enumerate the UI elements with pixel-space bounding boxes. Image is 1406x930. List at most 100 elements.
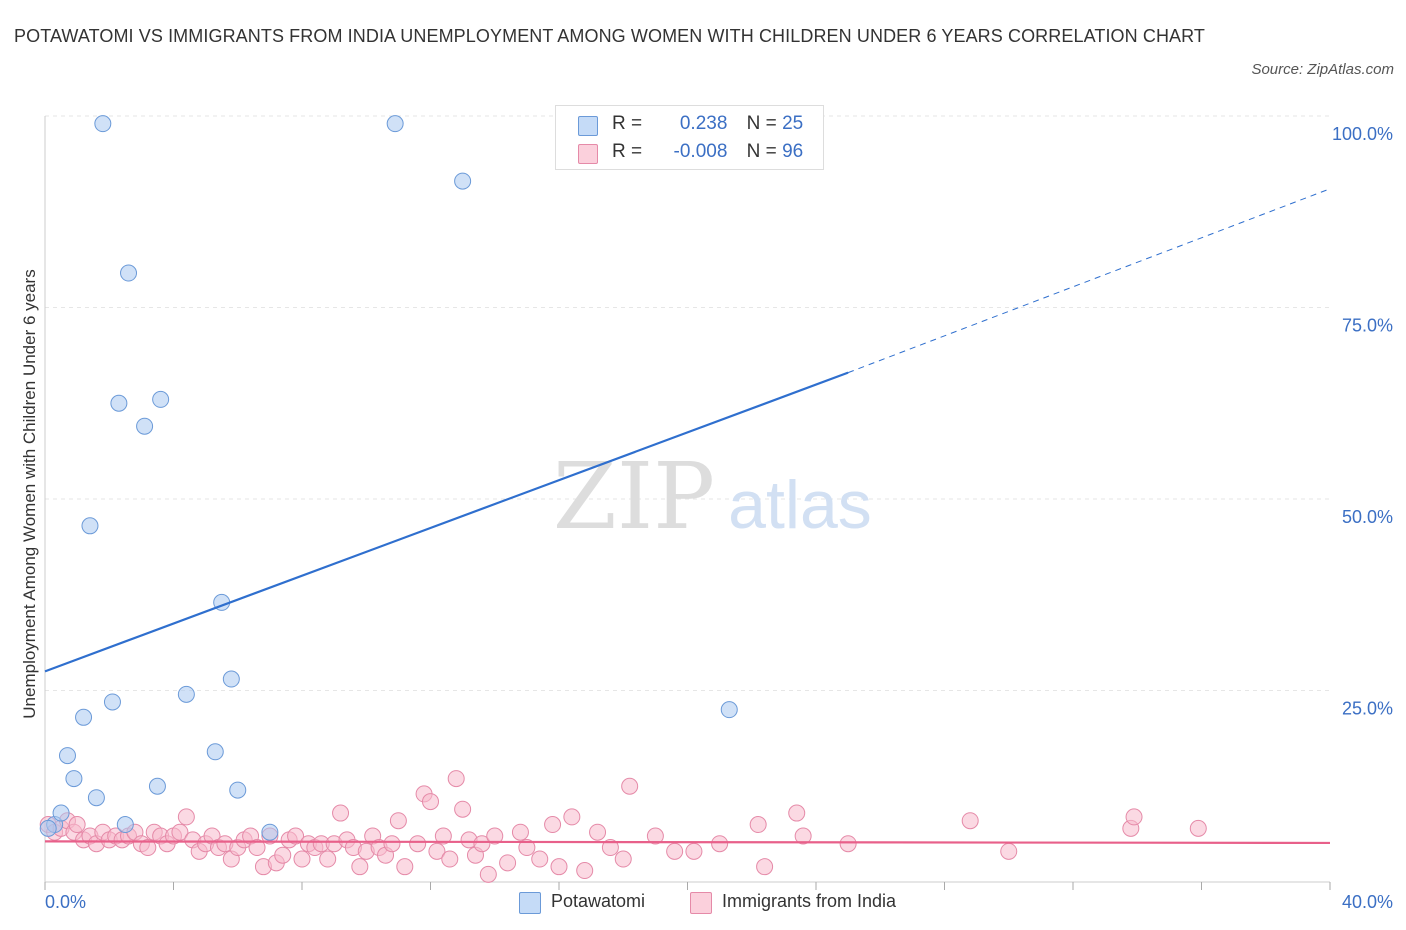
- legend-swatch-potawatomi: [578, 116, 598, 136]
- data-point: [756, 858, 774, 876]
- trend-line-extension: [847, 188, 1331, 374]
- data-point: [434, 827, 452, 845]
- legend-stats-potawatomi: R = 0.238 N = 25: [612, 113, 803, 135]
- data-point: [383, 835, 401, 853]
- data-point: [589, 823, 607, 841]
- data-point: [614, 850, 632, 868]
- data-point: [454, 800, 472, 818]
- data-point: [1000, 842, 1018, 860]
- data-point: [351, 858, 369, 876]
- n-value: 96: [782, 141, 804, 162]
- data-point: [39, 819, 57, 837]
- gridlines: [45, 115, 1330, 691]
- bottom-legend-label-potawatomi: Potawatomi: [551, 891, 646, 911]
- data-point: [261, 823, 279, 841]
- data-point: [711, 835, 729, 853]
- y-tick-label: 50.0%: [1342, 507, 1393, 527]
- data-point: [576, 862, 594, 880]
- data-point: [87, 789, 105, 807]
- data-point: [409, 835, 427, 853]
- r-value: -0.008: [673, 141, 728, 162]
- data-point: [287, 827, 305, 845]
- data-point: [550, 858, 568, 876]
- data-point: [274, 846, 292, 864]
- n-value: 25: [782, 113, 804, 134]
- data-point: [531, 850, 549, 868]
- data-point: [94, 115, 112, 133]
- bottom-legend-swatch-india: [690, 892, 712, 914]
- y-tick-label: 25.0%: [1342, 699, 1393, 719]
- data-point: [511, 823, 529, 841]
- data-point: [839, 835, 857, 853]
- source-label: Source: ZipAtlas.com: [1251, 61, 1394, 78]
- data-point: [749, 816, 767, 834]
- data-point: [177, 685, 195, 703]
- data-point: [110, 394, 128, 412]
- data-point: [65, 770, 83, 788]
- data-point: [136, 417, 154, 435]
- data-point: [563, 808, 581, 826]
- data-point: [293, 850, 311, 868]
- data-point: [396, 858, 414, 876]
- data-point: [389, 812, 407, 830]
- data-point: [720, 701, 738, 719]
- data-point: [139, 839, 157, 857]
- data-point: [222, 670, 240, 688]
- x-tick-label: 0.0%: [45, 892, 86, 912]
- data-point: [621, 777, 639, 795]
- data-point: [1189, 819, 1207, 837]
- data-point: [601, 839, 619, 857]
- chart-title: POTAWATOMI VS IMMIGRANTS FROM INDIA UNEM…: [14, 26, 1206, 46]
- data-point: [794, 827, 812, 845]
- data-point: [152, 390, 170, 408]
- data-point: [479, 865, 497, 883]
- tick-labels: 25.0% 50.0% 75.0% 100.0% 0.0% 40.0%: [45, 124, 1393, 912]
- data-point: [473, 835, 491, 853]
- data-point: [120, 264, 138, 282]
- trend-line-0: [44, 371, 849, 673]
- legend-swatch-india: [578, 144, 598, 164]
- data-point: [486, 827, 504, 845]
- data-point: [171, 823, 189, 841]
- data-point: [518, 839, 536, 857]
- data-point: [454, 172, 472, 190]
- legend-stats-india: R = -0.008 N = 96: [612, 141, 803, 163]
- data-point: [422, 793, 439, 811]
- data-point: [116, 816, 134, 834]
- data-point: [319, 850, 337, 868]
- n-label: N =: [746, 141, 777, 162]
- series-immigrants-from-india: [39, 770, 1207, 883]
- data-point: [961, 812, 979, 830]
- data-point: [646, 827, 664, 845]
- bottom-legend-swatch-potawatomi: [519, 892, 541, 914]
- data-point: [499, 854, 517, 872]
- data-point: [788, 804, 806, 822]
- data-point: [447, 770, 465, 788]
- data-point: [1125, 808, 1143, 826]
- y-tick-label: 100.0%: [1332, 124, 1393, 144]
- data-point: [206, 743, 224, 761]
- data-point: [386, 115, 404, 133]
- data-point: [103, 693, 121, 711]
- series-potawatomi: [39, 115, 738, 841]
- r-label: R =: [612, 141, 643, 162]
- data-point: [544, 816, 562, 834]
- r-label: R =: [612, 113, 643, 134]
- data-point: [248, 839, 266, 857]
- data-point: [58, 747, 76, 765]
- x-tick-label: 40.0%: [1342, 892, 1393, 912]
- y-tick-label: 75.0%: [1342, 316, 1393, 336]
- r-value: 0.238: [679, 113, 728, 134]
- series-layer: [39, 115, 1331, 883]
- data-point: [148, 777, 166, 795]
- trend-line-1: [44, 840, 1331, 845]
- data-point: [666, 842, 684, 860]
- data-point: [177, 808, 195, 826]
- data-point: [75, 708, 93, 726]
- axes: [44, 116, 1331, 890]
- data-point: [52, 804, 70, 822]
- data-point: [229, 781, 247, 799]
- watermark-atlas: atlas: [728, 467, 872, 543]
- data-point: [685, 842, 703, 860]
